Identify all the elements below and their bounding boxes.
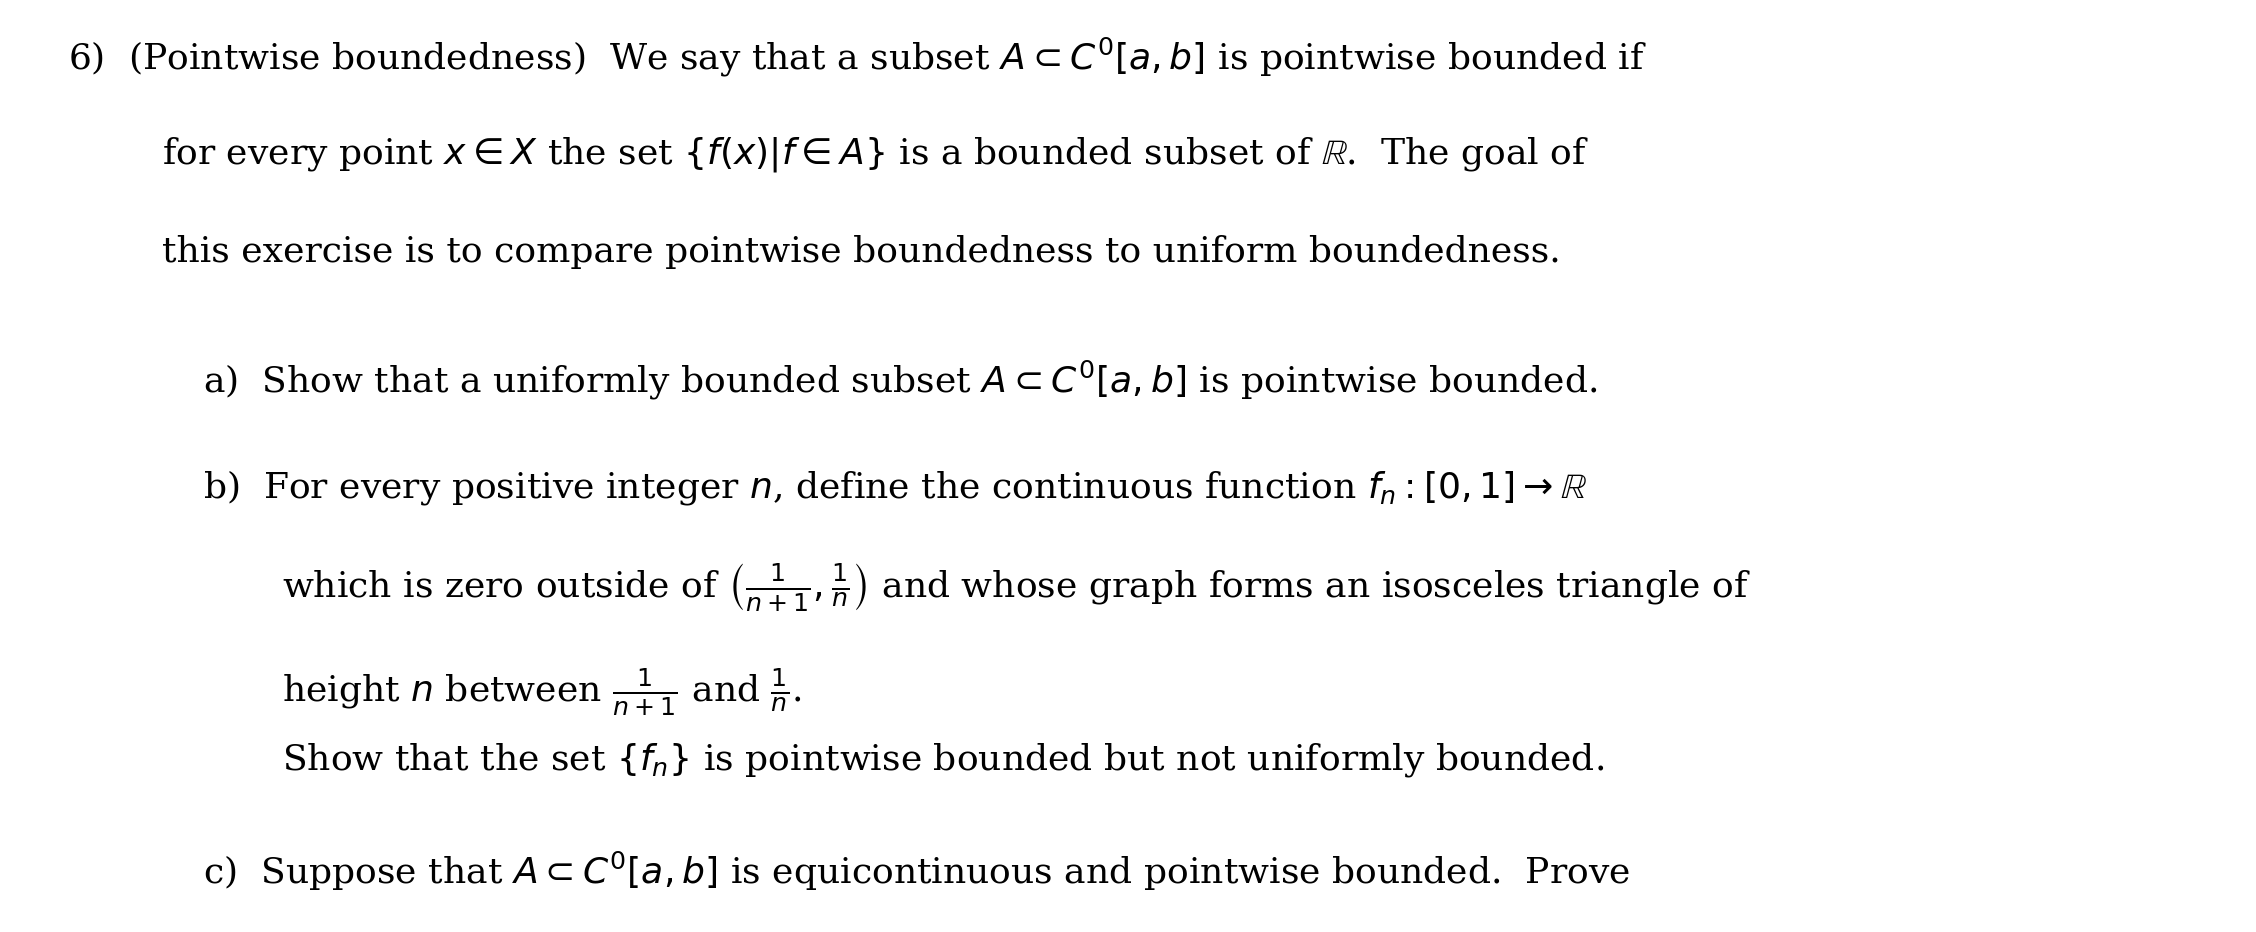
Text: 6)  (Pointwise boundedness)  We say that a subset $A \subset C^0[a, b]$ is point: 6) (Pointwise boundedness) We say that a… <box>68 35 1647 78</box>
Text: this exercise is to compare pointwise boundedness to uniform boundedness.: this exercise is to compare pointwise bo… <box>162 235 1561 268</box>
Text: b)  For every positive integer $n$, define the continuous function $f_n : [0, 1]: b) For every positive integer $n$, defin… <box>203 468 1586 507</box>
Text: which is zero outside of $\left(\frac{1}{n+1}, \frac{1}{n}\right)$ and whose gra: which is zero outside of $\left(\frac{1}… <box>282 561 1751 613</box>
Text: a)  Show that a uniformly bounded subset $A \subset C^0[a, b]$ is pointwise boun: a) Show that a uniformly bounded subset … <box>203 359 1597 402</box>
Text: height $n$ between $\frac{1}{n+1}$ and $\frac{1}{n}$.: height $n$ between $\frac{1}{n+1}$ and $… <box>282 666 801 718</box>
Text: for every point $x \in X$ the set $\{f(x)|f \in A\}$ is a bounded subset of $\ma: for every point $x \in X$ the set $\{f(x… <box>162 135 1590 174</box>
Text: c)  Suppose that $A \subset C^0[a, b]$ is equicontinuous and pointwise bounded. : c) Suppose that $A \subset C^0[a, b]$ is… <box>203 850 1631 893</box>
Text: Show that the set $\{f_n\}$ is pointwise bounded but not uniformly bounded.: Show that the set $\{f_n\}$ is pointwise… <box>282 741 1604 779</box>
